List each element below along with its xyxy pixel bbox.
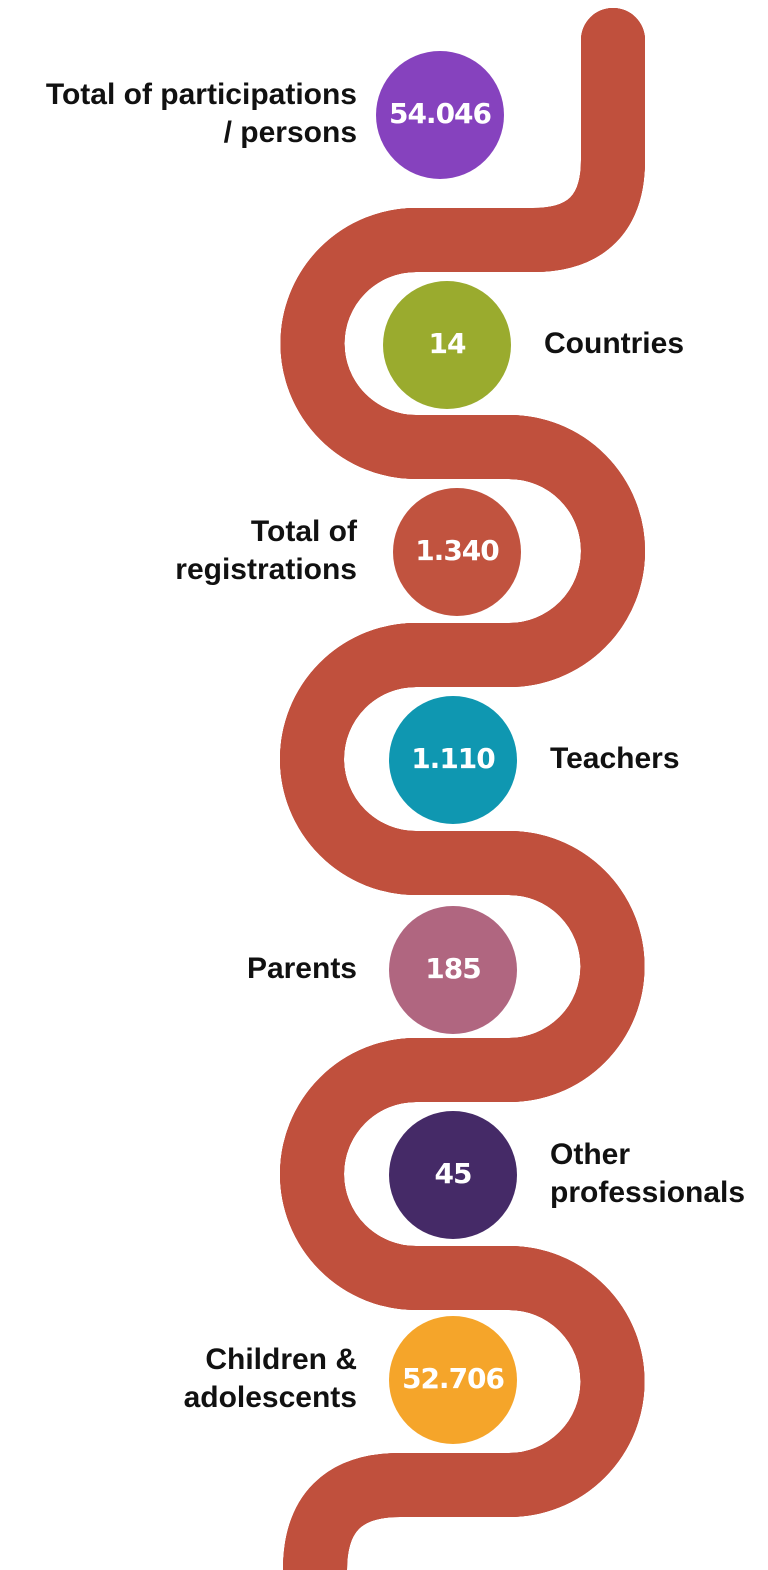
milestone-value: 45 xyxy=(435,1157,472,1190)
milestone: 14 Countries xyxy=(383,281,684,409)
milestone: 185 Parents xyxy=(247,906,517,1034)
milestone: 1.110 Teachers xyxy=(389,696,680,824)
milestone-value: 1.340 xyxy=(415,534,499,567)
milestone-label: Total of xyxy=(251,515,358,548)
milestone-label: Other xyxy=(550,1138,630,1171)
milestone: 54.046 Total of participations / persons xyxy=(46,51,504,179)
milestone-label: Children & xyxy=(205,1343,357,1376)
milestone-value: 14 xyxy=(429,327,466,360)
milestone-value: 54.046 xyxy=(389,97,491,130)
milestone-label: Total of participations xyxy=(46,78,357,111)
milestone-label: Countries xyxy=(544,327,684,360)
milestone-label: Parents xyxy=(247,952,357,985)
milestone-value: 1.110 xyxy=(411,742,495,775)
milestone-label: adolescents xyxy=(184,1381,357,1414)
milestone-label: professionals xyxy=(550,1176,745,1209)
infographic: 54.046 Total of participations / persons 14… xyxy=(0,0,768,1570)
milestone-label: / persons xyxy=(224,116,357,149)
milestone-value: 185 xyxy=(425,952,480,985)
milestone-value: 52.706 xyxy=(402,1362,504,1395)
milestone-label: registrations xyxy=(175,553,357,586)
milestone-label: Teachers xyxy=(550,742,680,775)
milestone: 52.706 Children & adolescents xyxy=(184,1316,517,1444)
milestone: 1.340 Total of registrations xyxy=(175,488,521,616)
milestone: 45 Other professionals xyxy=(389,1111,745,1239)
